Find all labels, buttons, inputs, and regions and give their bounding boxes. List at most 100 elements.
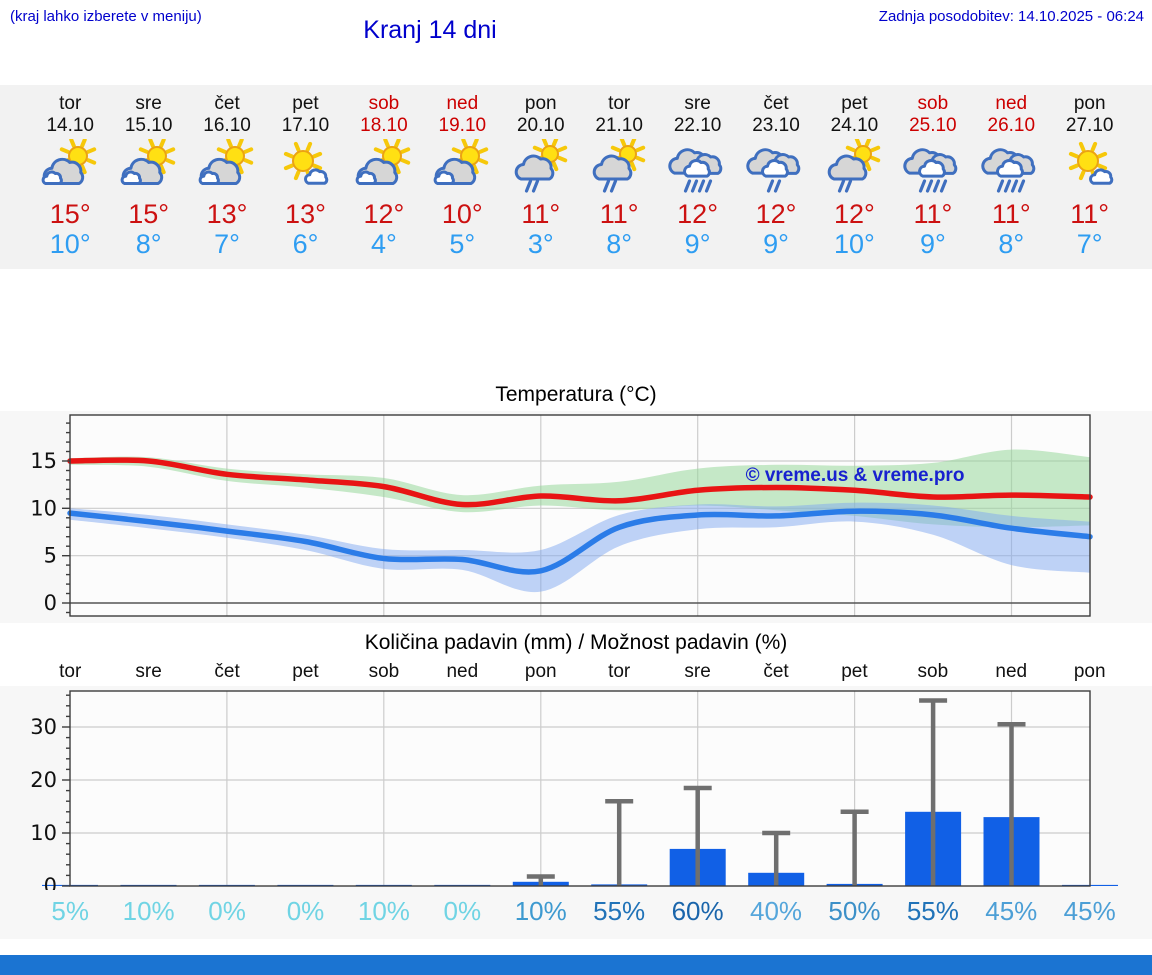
precipitation-chart-section: Količina padavin (mm) / Možnost padavin … — [0, 629, 1152, 939]
precip-probability-value: 10% — [514, 896, 567, 926]
precip-ytick-label: 10 — [30, 821, 57, 845]
forecast-day-column: tor 21.10 11° 8° — [580, 93, 658, 259]
forecast-day-column: sre 15.10 15° 8° — [109, 93, 187, 259]
footer-bar — [0, 955, 1152, 975]
forecast-day-column: pet 17.10 13° 6° — [266, 93, 344, 259]
page-title: Kranj 14 dni — [363, 16, 497, 44]
precip-day-label: pon — [1073, 661, 1106, 682]
max-temp-label: 11° — [521, 199, 561, 229]
max-temp-label: 12° — [755, 199, 797, 229]
day-date-label: 23.10 — [752, 115, 800, 136]
precip-probability-value: 45% — [985, 896, 1038, 926]
temp-ytick-label: 15 — [30, 449, 57, 473]
temperature-chart-title: Temperatura (°C) — [495, 383, 657, 406]
max-temperature-line — [67, 457, 1093, 508]
max-temp-label: 11° — [599, 199, 639, 229]
weather-icon-cell — [266, 139, 344, 193]
max-temp-label: 13° — [285, 199, 326, 229]
forecast-day-column: ned 19.10 10° 5° — [423, 93, 501, 259]
weather-icon-cell — [31, 139, 109, 193]
last-update-label: Zadnja posodobitev: 14.10.2025 - 06:24 — [878, 8, 1144, 25]
precip-ytick-label: 20 — [30, 768, 57, 792]
max-temp-label: 12° — [363, 199, 405, 229]
forecast-day-column: sob 18.10 12° 4° — [345, 93, 423, 259]
temp-ytick-label: 10 — [30, 496, 57, 520]
max-temp-label: 11° — [1070, 199, 1110, 229]
temperature-chart-section: Temperatura (°C) 0 5 10 15 © vreme.us & vrem… — [0, 381, 1152, 623]
precip-day-label: pet — [841, 661, 868, 682]
day-name-label: tor — [59, 93, 82, 114]
precip-day-label: čet — [763, 661, 789, 682]
day-name-label: tor — [608, 93, 631, 114]
weather-icon-sun-small-cloud — [1068, 141, 1113, 185]
precip-day-label: pon — [524, 661, 557, 682]
precip-probability-value: 55% — [906, 896, 959, 926]
max-temp-label: 11° — [913, 199, 953, 229]
min-temp-label: 6° — [292, 229, 319, 259]
day-name-label: pet — [841, 93, 868, 114]
weather-icon-sun-small-cloud — [284, 141, 329, 185]
weather-icon-cell — [815, 139, 893, 193]
precip-probability-row: 5% 10% 0% 0% 10% 0% 10% 55% 60% 40% 50% 55% 45% 45% — [31, 896, 1129, 927]
day-date-label: 18.10 — [360, 115, 408, 136]
forecast-day-column: sre 22.10 12° 9° — [658, 93, 736, 259]
temp-ytick-label: 0 — [44, 591, 57, 615]
day-name-label: ned — [446, 93, 479, 114]
min-temp-label: 5° — [449, 229, 476, 259]
temperature-chart: 0 5 10 15 © vreme.us & vreme.pro — [0, 411, 1152, 623]
forecast-day-column: pet 24.10 12° 10° — [815, 93, 893, 259]
day-name-label: sob — [368, 93, 400, 114]
min-temp-label: 8° — [998, 229, 1025, 259]
precip-probability-value: 0% — [208, 896, 246, 926]
day-name-label: pet — [292, 93, 319, 114]
forecast-day-column: ned 26.10 11° 8° — [972, 93, 1050, 259]
min-temp-label: 8° — [606, 229, 633, 259]
min-temp-label: 3° — [527, 229, 554, 259]
forecast-day-column: čet 23.10 12° 9° — [737, 93, 815, 259]
precip-day-label: ned — [995, 661, 1028, 682]
max-temp-label: 11° — [991, 199, 1031, 229]
max-temp-label: 12° — [834, 199, 875, 229]
precip-probability-value: 40% — [749, 896, 803, 926]
weather-icon-cell — [894, 139, 972, 193]
temperature-plot: 0 5 10 15 © vreme.us & vreme.pro — [0, 411, 1152, 623]
max-temp-label: 15° — [128, 199, 170, 229]
day-date-label: 27.10 — [1065, 115, 1114, 136]
precip-probability-value: 0% — [443, 896, 482, 926]
day-name-label: ned — [995, 93, 1028, 114]
day-name-label: sre — [135, 93, 162, 114]
precip-day-label: pet — [292, 661, 319, 682]
precipitation-plot: 0 10 20 30 — [0, 686, 1152, 890]
precip-day-label: sob — [917, 661, 949, 682]
page-header: (kraj lahko izberete v meniju) Kranj 14 … — [0, 0, 1152, 85]
forecast-day-column: čet 16.10 13° 7° — [188, 93, 266, 259]
precip-probability-value: 50% — [828, 896, 881, 926]
weather-icon-cell — [1050, 139, 1128, 193]
precipitation-chart: 0 10 20 30 — [0, 686, 1152, 890]
location-hint: (kraj lahko izberete v meniju) — [10, 8, 202, 25]
min-temp-label: 8° — [135, 229, 162, 259]
day-name-label: čet — [763, 93, 789, 114]
forecast-day-column: pon 27.10 11° 7° — [1050, 93, 1128, 259]
forecast-strip: tor 14.10 15° 10° sre 15.10 15° 8° čet 16.10 13° 7°… — [0, 85, 1152, 269]
max-temp-label: 10° — [441, 199, 483, 229]
weather-icon-cell — [972, 139, 1050, 193]
precip-day-label: sob — [368, 661, 400, 682]
min-temp-label: 9° — [684, 229, 711, 259]
precip-day-label: ned — [446, 661, 479, 682]
watermark-link[interactable]: © vreme.us & vreme.pro — [746, 465, 965, 486]
precip-probability-value: 0% — [286, 896, 325, 926]
day-date-label: 25.10 — [909, 115, 957, 136]
weather-icon-cloud-rain-heavy — [903, 148, 958, 193]
weather-icon-cloud-rain-heavy — [667, 148, 722, 193]
day-date-label: 21.10 — [595, 115, 643, 136]
weather-icon-cell — [580, 139, 658, 193]
weather-icon-cell — [188, 139, 266, 193]
day-date-label: 14.10 — [46, 115, 94, 136]
precip-probability-strip: 5% 10% 0% 0% 10% 0% 10% 55% 60% 40% 50% 55% 45% 45% — [0, 890, 1152, 939]
precip-day-label: sre — [135, 661, 162, 682]
weather-icon-cell — [737, 139, 815, 193]
min-temperature-line — [67, 508, 1093, 575]
weather-icon-sun-cloud — [120, 139, 175, 185]
day-date-label: 17.10 — [281, 115, 330, 136]
